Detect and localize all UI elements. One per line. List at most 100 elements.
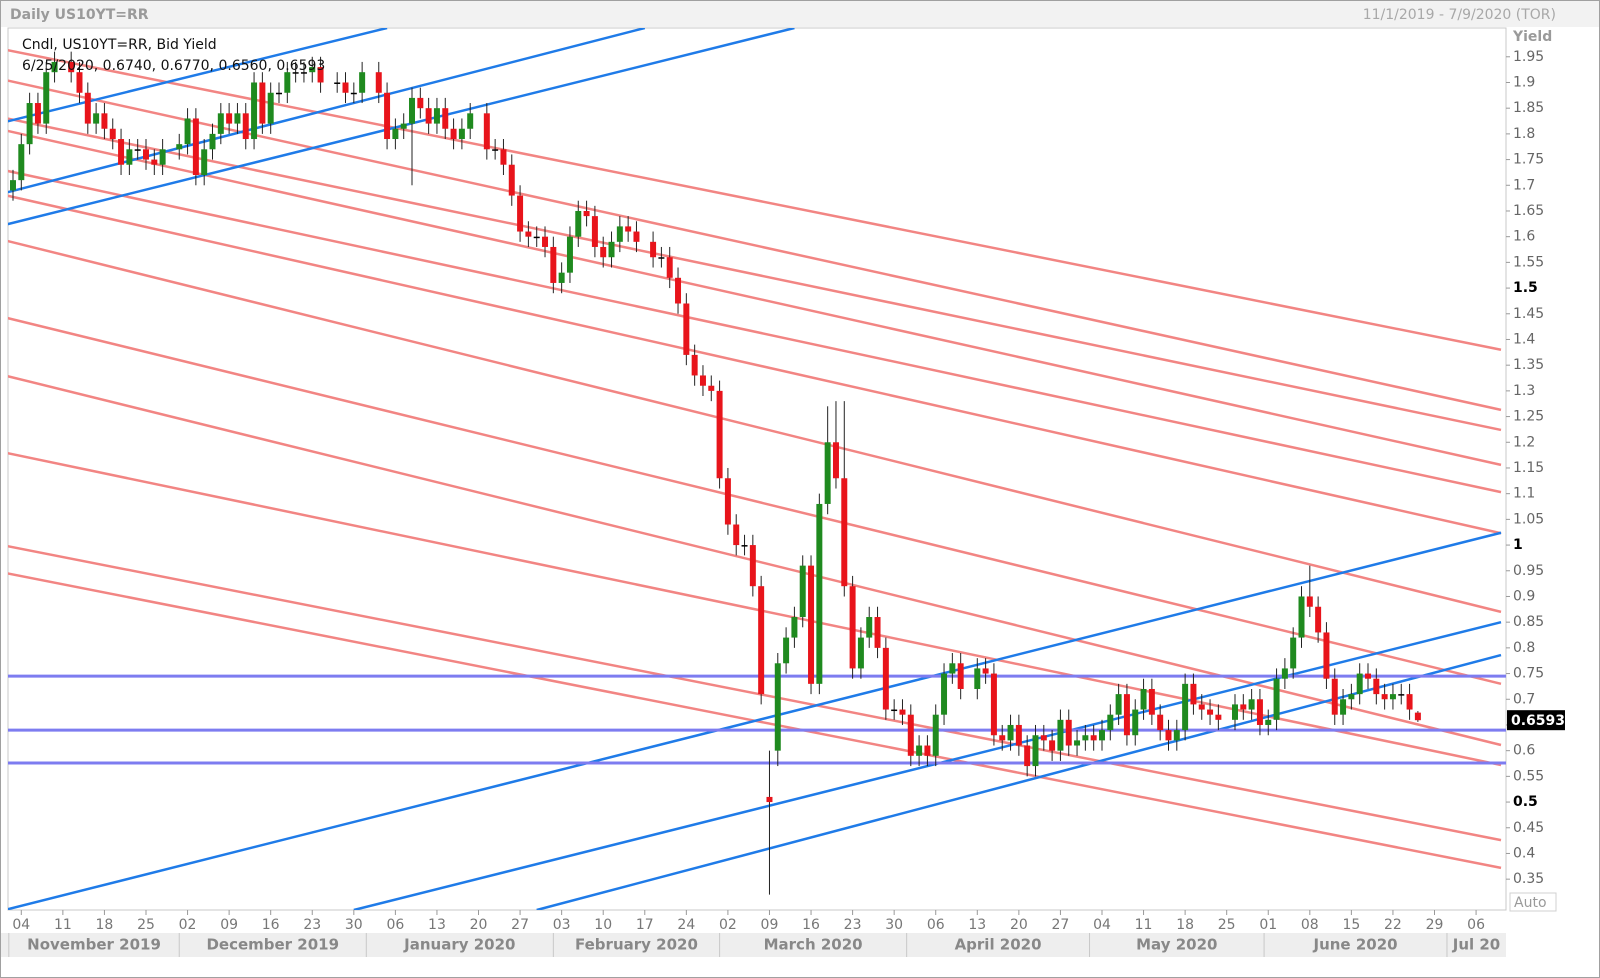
x-tick-label: 09 xyxy=(220,917,238,933)
trend-line xyxy=(8,316,1502,686)
x-tick-label: 17 xyxy=(636,917,654,933)
legend-line: Cndl, US10YT=RR, Bid Yield xyxy=(22,37,217,53)
candle-body xyxy=(284,72,291,93)
y-tick-label: 0.75 xyxy=(1513,666,1544,682)
last-price-box xyxy=(1507,710,1565,731)
candle-body xyxy=(691,354,698,376)
candle-body xyxy=(1248,699,1255,710)
candle-body xyxy=(26,103,33,145)
month-label: December 2019 xyxy=(206,936,339,954)
trend-line xyxy=(8,28,646,194)
x-tick-label: 25 xyxy=(137,917,155,933)
candle-body xyxy=(68,61,75,73)
x-tick-label: 04 xyxy=(1093,917,1111,933)
candle-body xyxy=(882,647,889,710)
title-bar xyxy=(1,1,1599,27)
candle-body xyxy=(492,149,499,151)
candle-body xyxy=(849,586,856,669)
y-tick-label: 1.05 xyxy=(1513,511,1544,527)
candle-body xyxy=(1398,694,1405,696)
candle-body xyxy=(666,257,673,278)
candle-body xyxy=(1165,730,1172,741)
candle-body xyxy=(675,277,682,304)
x-tick-label: 27 xyxy=(511,917,529,933)
candle-body xyxy=(276,92,282,95)
y-tick-label: 1.35 xyxy=(1513,357,1544,373)
candle-body xyxy=(176,144,183,150)
y-tick-label: 1.95 xyxy=(1513,49,1544,65)
trend-line xyxy=(8,28,388,123)
candle-body xyxy=(708,385,715,391)
y-tick-label: 1.25 xyxy=(1513,409,1544,425)
auto-button[interactable] xyxy=(1509,892,1557,912)
candle-body xyxy=(101,113,108,129)
candle-body xyxy=(808,565,815,684)
candle-body xyxy=(932,714,939,756)
month-label: March 2020 xyxy=(764,936,863,954)
candle-body xyxy=(300,72,307,74)
candle-body xyxy=(1082,735,1089,741)
candle-body xyxy=(1098,730,1105,741)
candle-body xyxy=(1207,709,1214,715)
drawings xyxy=(8,28,1506,910)
x-tick-label: 16 xyxy=(802,917,820,933)
candle-body xyxy=(1123,694,1130,736)
date-range: 11/1/2019 - 7/9/2020 (TOR) xyxy=(1363,7,1556,23)
candle-body xyxy=(558,272,565,283)
candle-body xyxy=(1198,704,1205,710)
auto-label[interactable]: Auto xyxy=(1514,895,1547,911)
candle-body xyxy=(1290,637,1297,669)
x-tick-label: 02 xyxy=(179,917,197,933)
y-tick-label: 0.4 xyxy=(1513,845,1535,861)
candle-body xyxy=(1148,688,1155,715)
candle-body xyxy=(542,236,549,247)
candle-body xyxy=(583,210,590,217)
candle-body xyxy=(1381,694,1388,700)
candle-body xyxy=(217,113,224,134)
candle-body xyxy=(741,545,748,547)
trend-line xyxy=(8,544,1502,842)
x-tick-label: 24 xyxy=(677,917,695,933)
candle-body xyxy=(458,128,465,140)
candle-body xyxy=(533,236,540,239)
candle-body xyxy=(417,97,424,109)
candle-body xyxy=(350,92,357,95)
candle-body xyxy=(1315,606,1322,633)
candle-body xyxy=(226,113,233,124)
y-tick-label: 1.9 xyxy=(1513,74,1535,90)
y-tick-label: 1.75 xyxy=(1513,152,1544,168)
candle-body xyxy=(309,67,316,73)
candle-body xyxy=(1340,699,1347,715)
candle-body xyxy=(259,82,266,124)
candle-body xyxy=(184,118,191,145)
candle-body xyxy=(1132,709,1139,736)
x-tick-label: 06 xyxy=(927,917,945,933)
candle-body xyxy=(1232,704,1238,720)
candle-body xyxy=(633,231,640,242)
y-tick-label: 0.7 xyxy=(1513,691,1535,707)
legend-line: 6/25/2020, 0.6740, 0.6770, 0.6560, 0.659… xyxy=(22,58,325,74)
candle-body xyxy=(1281,668,1288,679)
candle-body xyxy=(650,241,657,258)
candle-body xyxy=(857,637,864,669)
axes: 0.350.40.450.50.550.60.650.70.750.80.850… xyxy=(8,49,1565,957)
trend-line xyxy=(8,531,1502,910)
candle-body xyxy=(841,478,848,587)
candle-body xyxy=(907,714,914,756)
candle-body xyxy=(18,144,25,181)
candle-body xyxy=(151,159,158,165)
candle-body xyxy=(716,390,723,479)
x-tick-label: 20 xyxy=(470,917,488,933)
x-tick-label: 11 xyxy=(54,917,72,933)
candle-body xyxy=(267,92,274,124)
candle-body xyxy=(525,231,532,237)
candle-body xyxy=(625,226,632,232)
month-label: February 2020 xyxy=(575,936,698,954)
candle-body xyxy=(566,236,573,273)
trend-line xyxy=(8,169,1502,494)
candle-body xyxy=(425,108,432,124)
y-tick-label: 0.45 xyxy=(1513,820,1544,836)
month-label: June 2020 xyxy=(1312,936,1397,954)
candle-body xyxy=(342,82,349,93)
